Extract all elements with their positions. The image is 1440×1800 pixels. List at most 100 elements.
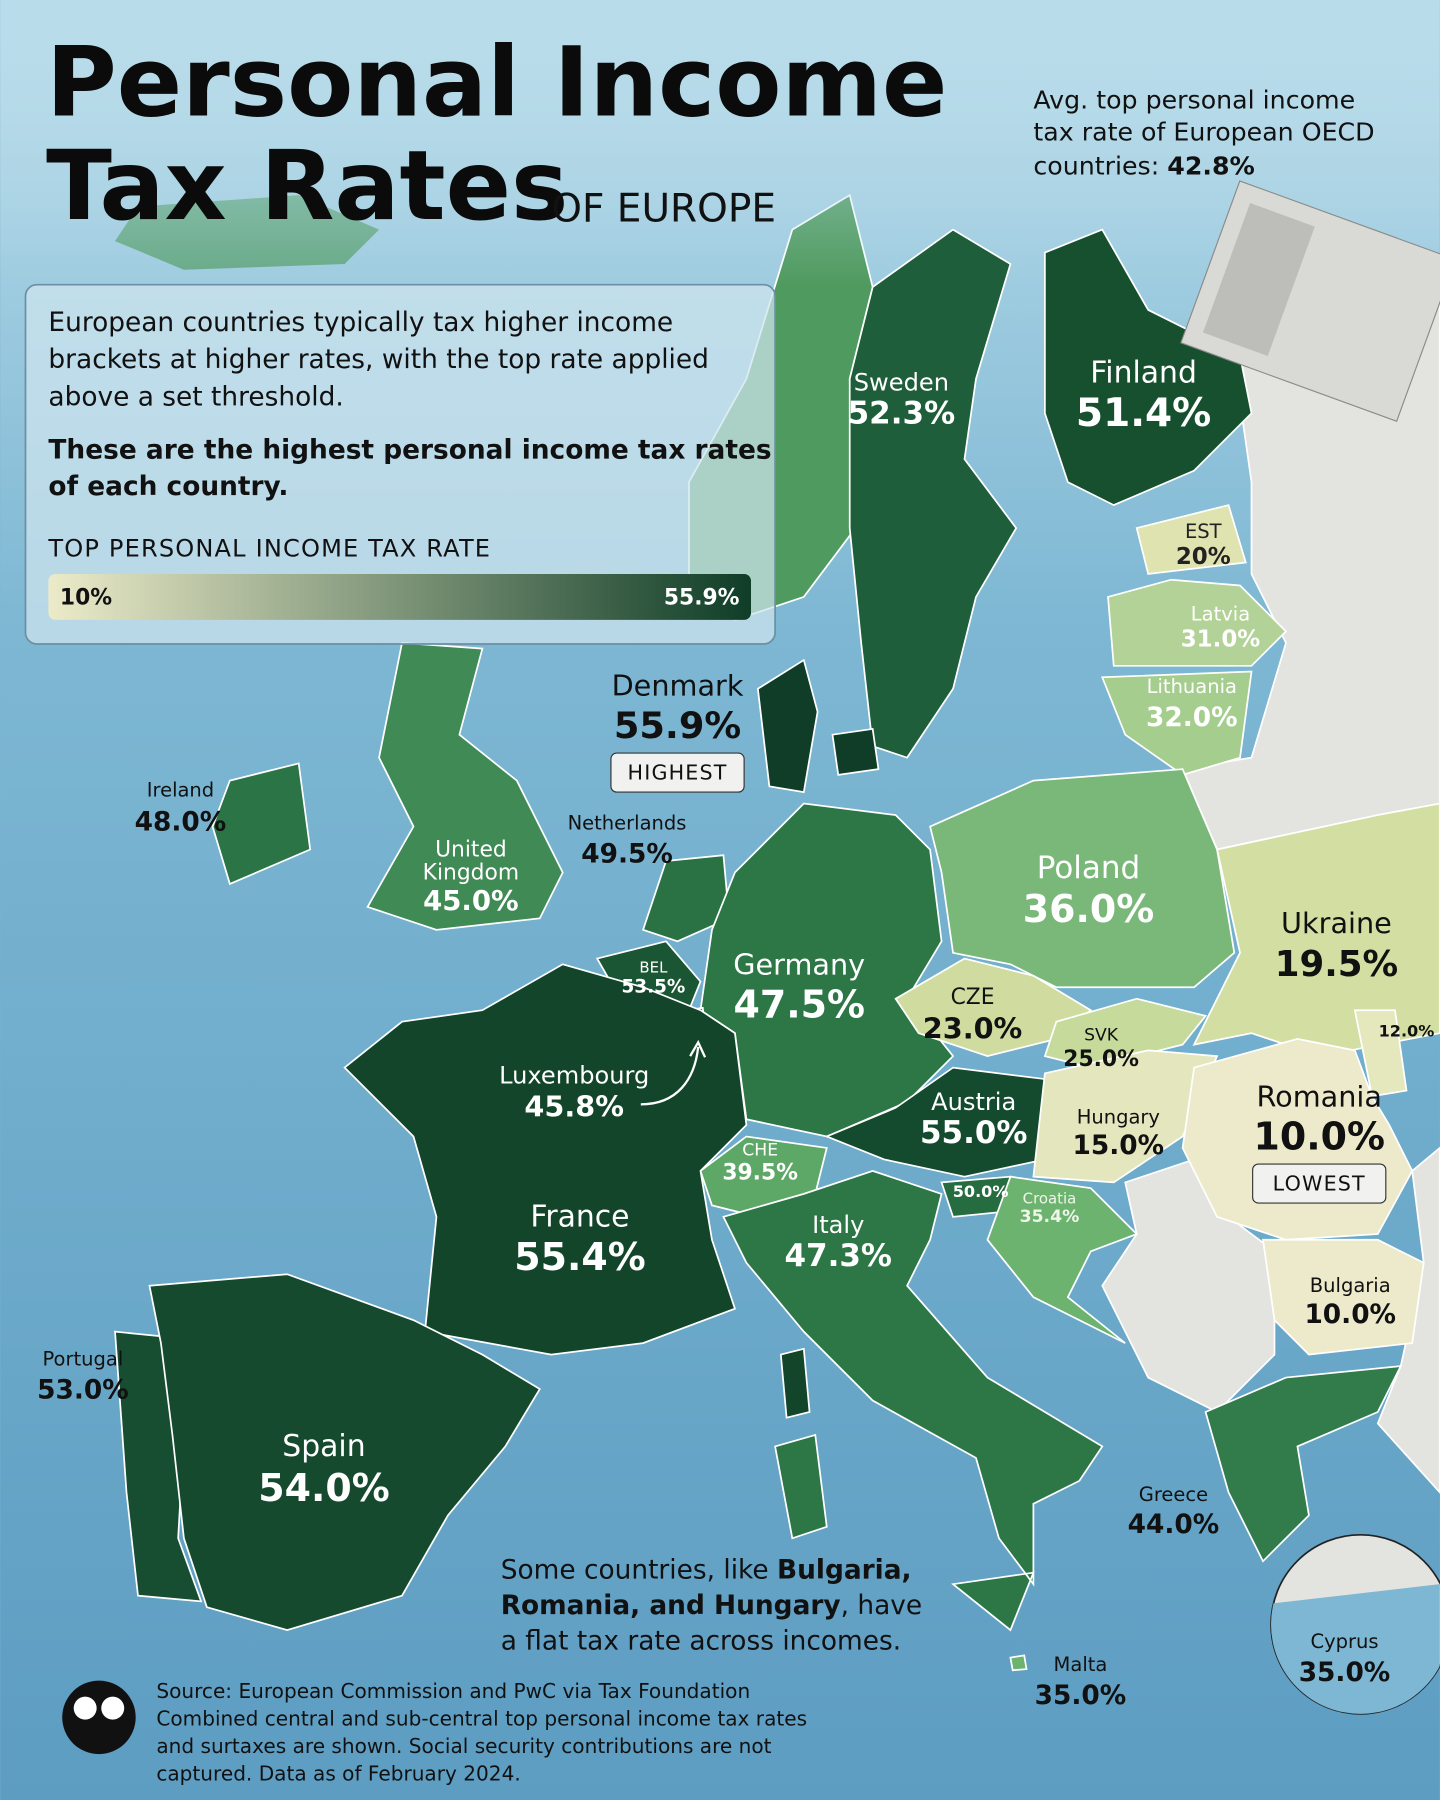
country-name: Spain [282, 1429, 365, 1464]
intro-panel [24, 283, 776, 645]
country-name: Ireland [147, 778, 214, 801]
country-shape [1009, 1654, 1028, 1672]
country-name: Latvia [1191, 603, 1250, 626]
country-rate: 55.9% [614, 704, 741, 747]
country-shape [722, 1170, 1104, 1632]
badge-label: LOWEST [1273, 1172, 1366, 1196]
country-shapes [114, 228, 1440, 1672]
country-shape [1043, 997, 1208, 1069]
country-shape [986, 1175, 1139, 1344]
country-rate: 10.0% [1304, 1299, 1396, 1330]
country-rate: 20% [1176, 544, 1231, 570]
intro-emphasis: of each country. [48, 471, 288, 502]
note-line: Some countries, like Bulgaria, [501, 1554, 912, 1585]
country-name: Lithuania [1147, 675, 1237, 698]
country-name: CHE [742, 1140, 778, 1160]
intro-line: above a set threshold. [48, 382, 343, 413]
country-name: Croatia [1023, 1189, 1077, 1207]
country-name: Denmark [612, 668, 744, 702]
country-rate: 12.0% [1379, 1021, 1435, 1040]
country-name: Finland [1090, 356, 1197, 391]
country-name: Ukraine [1281, 906, 1392, 940]
country-shape [1204, 1365, 1403, 1563]
country-name: Cyprus [1310, 1630, 1378, 1653]
country-shape [1353, 1009, 1408, 1098]
legend-bar [48, 573, 751, 620]
country-name: Germany [733, 947, 865, 981]
country-name: Netherlands [568, 812, 687, 835]
title-line: Tax Rates [46, 130, 568, 242]
note-run: , have [841, 1589, 923, 1620]
country-shape [848, 228, 1018, 759]
country-shape [929, 768, 1236, 989]
badge [1252, 1163, 1387, 1204]
country-rate: 35.0% [1035, 1680, 1127, 1711]
country-name: Italy [812, 1211, 864, 1239]
luxembourg-arrow [640, 1046, 700, 1106]
country-rate: 35.4% [1020, 1207, 1080, 1227]
country-rate: 55.4% [514, 1235, 645, 1279]
country-shape [1044, 228, 1253, 507]
badge [610, 752, 745, 793]
country-rate: 55.0% [920, 1115, 1027, 1151]
country-shape [211, 762, 312, 886]
country-rate: 45.0% [423, 885, 519, 917]
country-name: Bulgaria [1310, 1274, 1391, 1297]
name-line: Kingdom [423, 860, 519, 885]
country-rate: 44.0% [1128, 1509, 1220, 1540]
note-run: Romania, and Hungary [501, 1589, 841, 1620]
country-rate: 36.0% [1023, 887, 1154, 931]
country-shape [366, 641, 564, 931]
title-block: Personal Income Tax Rates OF EUROPE [46, 27, 947, 242]
banknote [1180, 180, 1440, 423]
country-rate: 53.0% [37, 1375, 129, 1406]
country-name: Hungary [1077, 1105, 1160, 1128]
country-rate: 49.5% [581, 839, 673, 870]
country-rate: 23.0% [923, 1012, 1023, 1046]
country-rate: 15.0% [1073, 1130, 1165, 1161]
source-line: Source: European Commission and PwC via … [156, 1679, 750, 1703]
country-name: Luxembourg [499, 1062, 649, 1090]
average-line-text: countries: [1033, 151, 1159, 180]
country-name: Romania [1257, 1079, 1382, 1113]
country-shape [1032, 1049, 1219, 1184]
country-name: Portugal [42, 1348, 123, 1371]
country-rate: 32.0% [1146, 702, 1238, 733]
note-line: Romania, and Hungary, have [501, 1589, 922, 1620]
legend-max: 55.9% [664, 586, 740, 611]
intro-emphasis: These are the highest personal income ta… [48, 435, 771, 466]
country-rate: 54.0% [258, 1466, 389, 1510]
note-run: Bulgaria, [777, 1554, 912, 1585]
flat-tax-note: Some countries, like Bulgaria, Romania, a… [501, 1554, 922, 1656]
country-name: United Kingdom [423, 837, 519, 885]
country-name: Greece [1139, 1483, 1208, 1506]
average-line: Avg. top personal income [1033, 85, 1355, 114]
source-line: and surtaxes are shown. Social security … [156, 1734, 771, 1758]
country-shape [343, 963, 811, 1419]
country-rate: 50.0% [953, 1182, 1009, 1201]
intro-line: brackets at higher rates, with the top r… [48, 344, 708, 375]
country-rate: 39.5% [722, 1161, 798, 1186]
legend-title: TOP PERSONAL INCOME TAX RATE [47, 535, 491, 563]
country-name: Sweden [854, 368, 949, 396]
source-block: Source: European Commission and PwC via … [62, 1679, 807, 1786]
subtitle: OF EUROPE [551, 186, 776, 231]
country-rate: 25.0% [1063, 1047, 1139, 1072]
note-line: a flat tax rate across incomes. [501, 1625, 901, 1656]
country-rate: 10.0% [1254, 1114, 1385, 1158]
country-rate: 48.0% [135, 806, 227, 837]
badge-label: HIGHEST [628, 761, 728, 785]
country-name: BEL [639, 959, 668, 977]
country-rate: 47.3% [784, 1238, 892, 1274]
average-line: countries: 42.8% [1033, 151, 1254, 180]
country-shape [1107, 578, 1288, 667]
country-name: France [530, 1199, 629, 1234]
country-shape [1135, 504, 1247, 575]
country-name: Poland [1037, 850, 1140, 886]
country-rate: 53.5% [622, 977, 686, 998]
top-fade [0, 0, 1440, 287]
country-name: SVK [1084, 1025, 1119, 1045]
country-rate: 19.5% [1275, 944, 1398, 985]
country-rate: 45.8% [524, 1090, 624, 1124]
